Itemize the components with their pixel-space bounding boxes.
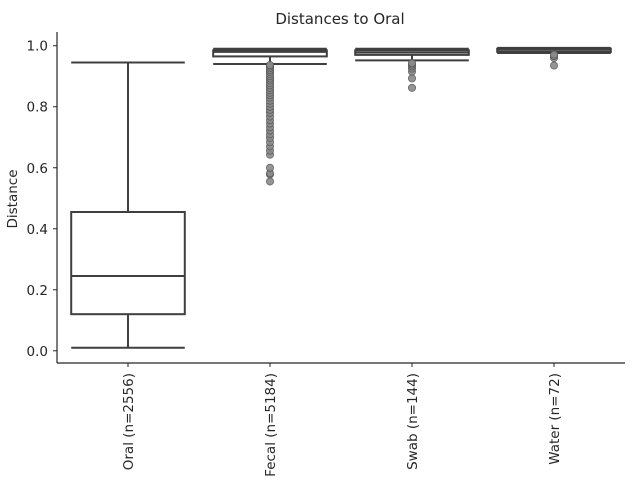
- x-tick-label: Water (n=72): [547, 373, 563, 465]
- y-tick-label: 0.4: [27, 222, 48, 238]
- y-tick-label: 0.2: [27, 283, 48, 299]
- box-body: [70, 210, 186, 316]
- y-tick-label: 0.0: [27, 344, 48, 360]
- y-tick-label: 1.0: [27, 39, 48, 55]
- x-tick-label: Swab (n=144): [405, 373, 421, 470]
- x-axis-ticks: Oral (n=2556) Fecal (n=5184) Swab (n=144) W…: [121, 363, 563, 477]
- outlier-point: [550, 61, 559, 70]
- chart-title: Distances to Oral: [275, 10, 404, 28]
- y-axis-ticks: 0.0 0.2 0.4 0.6 0.8 1.0: [27, 39, 57, 360]
- x-tick-label: Oral (n=2556): [121, 373, 137, 470]
- outlier-point: [265, 177, 274, 186]
- outlier-point: [550, 50, 559, 59]
- outlier-point: [407, 59, 416, 68]
- outlier-point: [407, 83, 416, 92]
- outlier-point: [265, 60, 274, 69]
- axes: [56, 32, 625, 364]
- y-tick-label: 0.8: [27, 100, 48, 116]
- outlier-point: [407, 74, 416, 83]
- box-body: [212, 49, 328, 58]
- y-tick-label: 0.6: [27, 161, 48, 177]
- y-axis-label: Distance: [5, 169, 21, 228]
- plot-area: [70, 46, 612, 349]
- x-tick-label: Fecal (n=5184): [263, 373, 279, 477]
- outlier-point: [265, 163, 274, 172]
